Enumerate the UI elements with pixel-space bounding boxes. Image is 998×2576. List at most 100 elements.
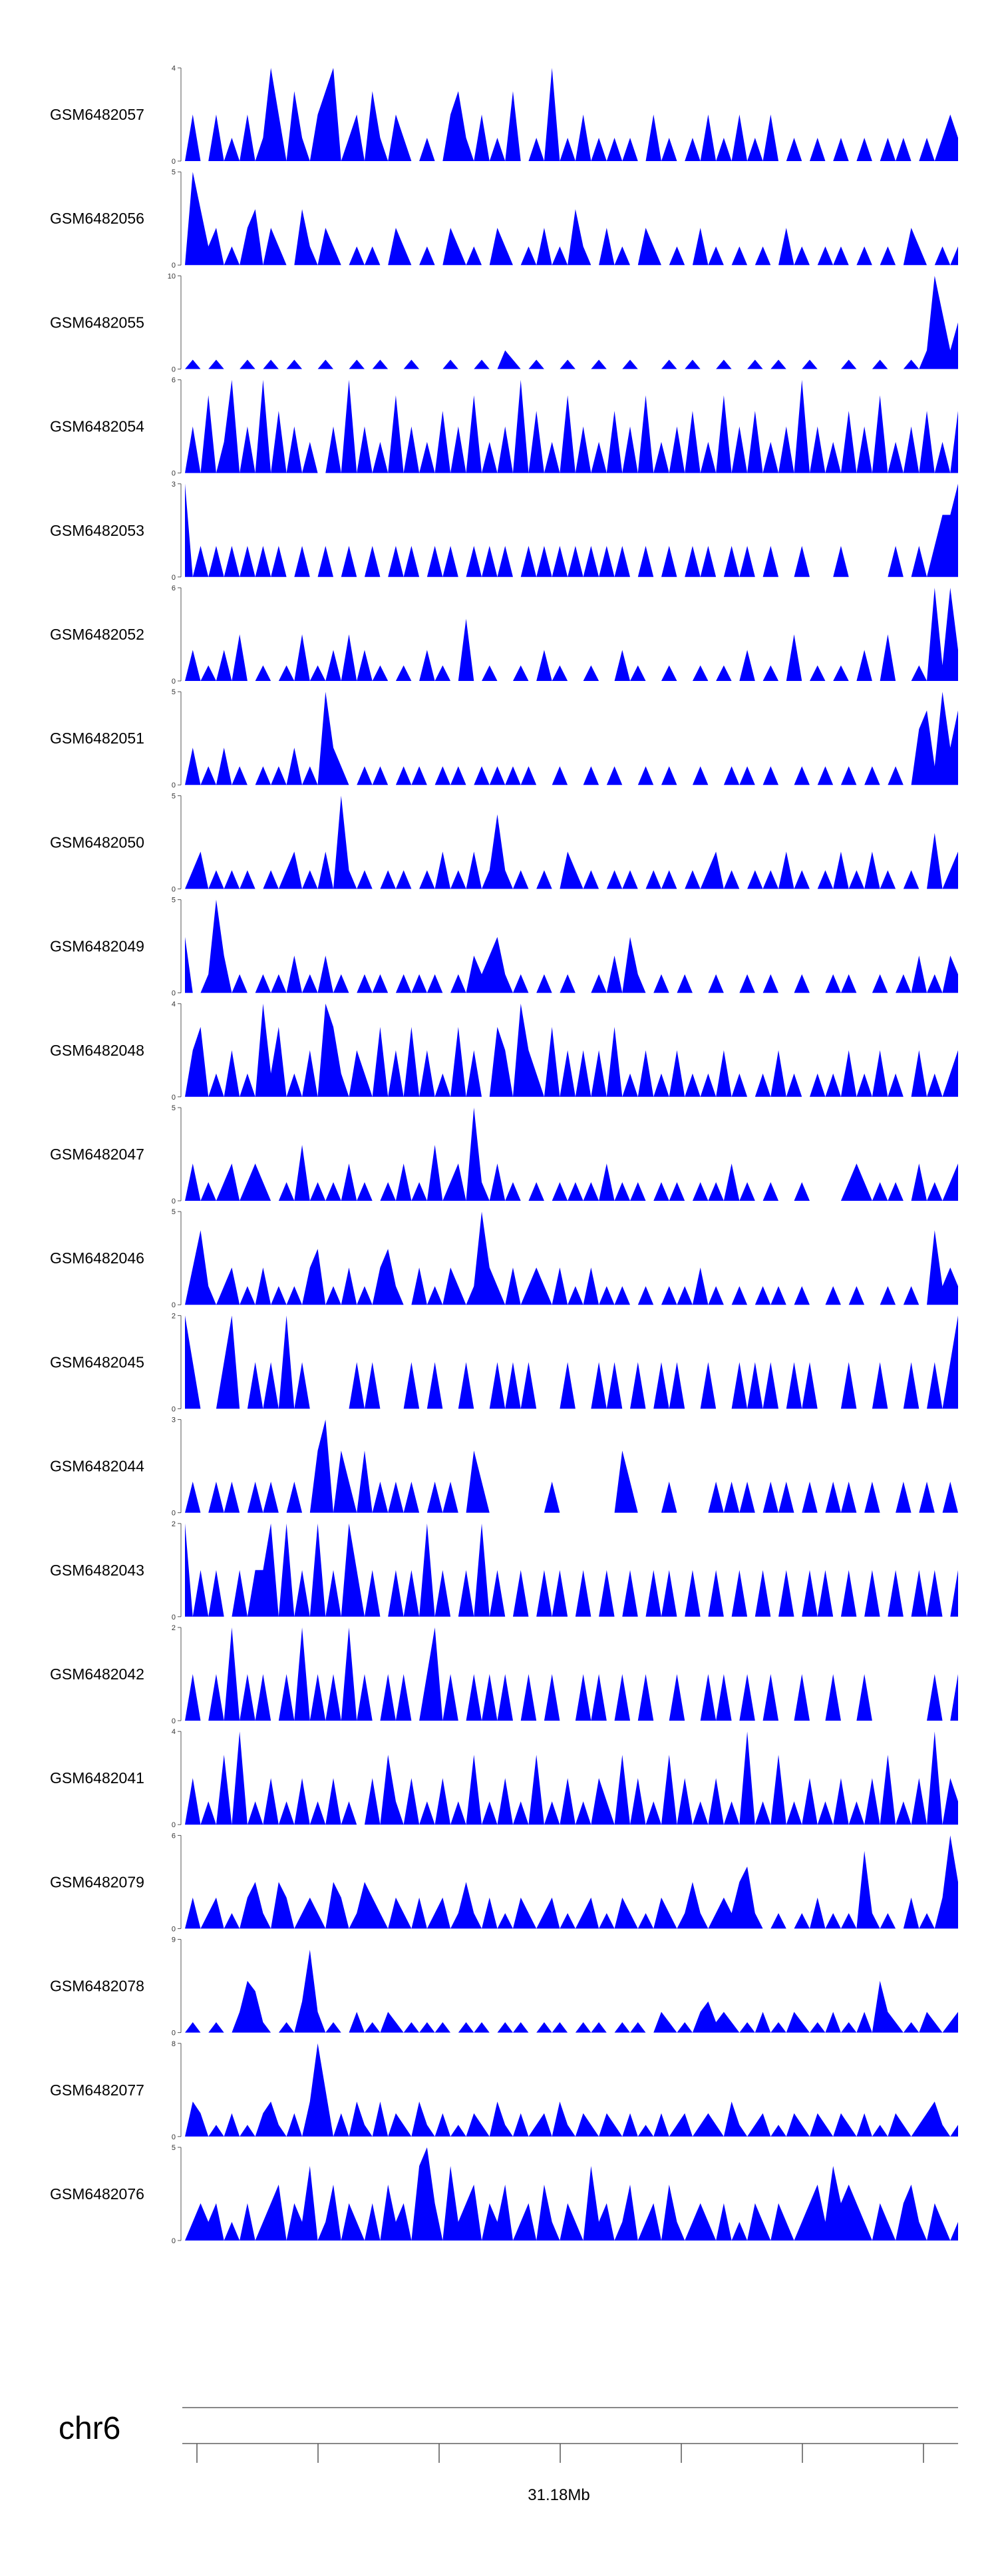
chromosome-label: chr6 (59, 2411, 120, 2446)
track-label: GSM6482051 (50, 730, 144, 747)
track-label: GSM6482048 (50, 1042, 144, 1059)
y-axis-zero-label: 0 (172, 365, 176, 373)
y-axis-zero-label: 0 (172, 574, 176, 582)
track-label: GSM6482050 (50, 833, 144, 851)
track-label: GSM6482076 (50, 2185, 144, 2203)
track-label: GSM6482055 (50, 314, 144, 331)
track-GSM6482042: GSM6482042 2 0 (50, 1624, 958, 1725)
y-axis-max-label: 6 (172, 377, 176, 385)
track-label: GSM6482078 (50, 1978, 144, 1995)
track-GSM6482079: GSM6482079 6 0 (50, 1832, 958, 1933)
coverage-area (185, 2043, 958, 2137)
y-axis-max-label: 2 (172, 1624, 176, 1632)
y-axis-zero-label: 0 (172, 1301, 176, 1309)
track-GSM6482041: GSM6482041 4 0 (50, 1728, 958, 1829)
coverage-area (185, 172, 958, 266)
track-GSM6482078: GSM6482078 9 0 (50, 1936, 958, 2038)
y-axis-max-label: 5 (172, 1208, 176, 1216)
track-label: GSM6482077 (50, 2081, 144, 2099)
coverage-area (185, 899, 958, 993)
track-label: GSM6482042 (50, 1665, 144, 1683)
coverage-area (185, 68, 958, 161)
y-axis-max-label: 5 (172, 168, 176, 176)
track-GSM6482077: GSM6482077 8 0 (50, 2040, 958, 2141)
track-label: GSM6482052 (50, 626, 144, 643)
y-axis-zero-label: 0 (172, 1197, 176, 1205)
y-axis-max-label: 10 (168, 272, 176, 280)
y-axis-zero-label: 0 (172, 1613, 176, 1621)
coverage-area (185, 1627, 958, 1721)
track-GSM6482047: GSM6482047 5 0 (50, 1104, 958, 1205)
track-label: GSM6482041 (50, 1769, 144, 1787)
coverage-area (185, 1315, 958, 1409)
coverage-area (185, 795, 958, 889)
y-axis-max-label: 9 (172, 1936, 176, 1944)
track-label: GSM6482049 (50, 938, 144, 955)
y-axis-zero-label: 0 (172, 1094, 176, 1102)
y-axis-zero-label: 0 (172, 781, 176, 789)
y-axis-zero-label: 0 (172, 2030, 176, 2038)
track-GSM6482056: GSM6482056 5 0 (50, 168, 958, 270)
y-axis-max-label: 6 (172, 584, 176, 592)
track-label: GSM6482057 (50, 106, 144, 123)
y-axis-zero-label: 0 (172, 1405, 176, 1413)
y-axis-zero-label: 0 (172, 1717, 176, 1725)
track-GSM6482050: GSM6482050 5 0 (50, 792, 958, 893)
coverage-area (185, 1835, 958, 1929)
y-axis-zero-label: 0 (172, 885, 176, 893)
track-label: GSM6482056 (50, 210, 144, 227)
track-GSM6482053: GSM6482053 3 0 (50, 481, 958, 582)
y-axis-max-label: 4 (172, 1728, 176, 1736)
y-axis-max-label: 6 (172, 1832, 176, 1840)
coverage-area (185, 1950, 958, 2033)
coverage-area (185, 276, 958, 369)
track-GSM6482054: GSM6482054 6 0 (50, 377, 958, 478)
y-axis-max-label: 2 (172, 1312, 176, 1320)
coverage-area (185, 1731, 958, 1825)
y-axis-max-label: 3 (172, 1416, 176, 1424)
track-label: GSM6482053 (50, 522, 144, 539)
y-axis-zero-label: 0 (172, 262, 176, 270)
y-axis-max-label: 5 (172, 1104, 176, 1112)
y-axis-zero-label: 0 (172, 1821, 176, 1829)
track-label: GSM6482044 (50, 1458, 144, 1475)
y-axis-max-label: 5 (172, 2144, 176, 2152)
track-GSM6482057: GSM6482057 4 0 (50, 65, 958, 166)
track-label: GSM6482047 (50, 1146, 144, 1163)
y-axis-zero-label: 0 (172, 1925, 176, 1933)
coverage-area (185, 1419, 958, 1513)
y-axis-max-label: 3 (172, 481, 176, 489)
y-axis-zero-label: 0 (172, 1510, 176, 1518)
track-label: GSM6482045 (50, 1353, 144, 1371)
track-GSM6482055: GSM6482055 10 0 (50, 272, 958, 373)
coverage-area (185, 2147, 958, 2241)
chromosome-axis: chr6 31.18Mb (59, 2407, 958, 2504)
track-label: GSM6482046 (50, 1249, 144, 1267)
track-GSM6482052: GSM6482052 6 0 (50, 584, 958, 686)
track-GSM6482049: GSM6482049 5 0 (50, 897, 958, 998)
coverage-area (185, 588, 958, 681)
coverage-area (185, 1523, 958, 1617)
y-axis-max-label: 5 (172, 688, 176, 696)
y-axis-zero-label: 0 (172, 158, 176, 166)
y-axis-zero-label: 0 (172, 2237, 176, 2245)
y-axis-max-label: 4 (172, 65, 176, 73)
coverage-area (185, 692, 958, 785)
track-GSM6482045: GSM6482045 2 0 (50, 1312, 958, 1413)
y-axis-max-label: 5 (172, 792, 176, 800)
coverage-area (185, 483, 958, 577)
track-GSM6482048: GSM6482048 4 0 (50, 1000, 958, 1102)
y-axis-zero-label: 0 (172, 678, 176, 686)
track-label: GSM6482043 (50, 1562, 144, 1579)
coverage-area (185, 1211, 958, 1305)
coverage-area (185, 1108, 958, 1201)
y-axis-zero-label: 0 (172, 2133, 176, 2141)
y-axis-max-label: 8 (172, 2040, 176, 2048)
track-GSM6482043: GSM6482043 2 0 (50, 1520, 958, 1621)
y-axis-zero-label: 0 (172, 990, 176, 998)
tracks-group: GSM648205740GSM648205650GSM6482055100GSM… (50, 65, 958, 2245)
track-GSM6482046: GSM6482046 5 0 (50, 1208, 958, 1309)
track-GSM6482076: GSM6482076 5 0 (50, 2144, 958, 2245)
coverage-area (185, 1003, 958, 1097)
x-axis-ticks (196, 2444, 924, 2463)
